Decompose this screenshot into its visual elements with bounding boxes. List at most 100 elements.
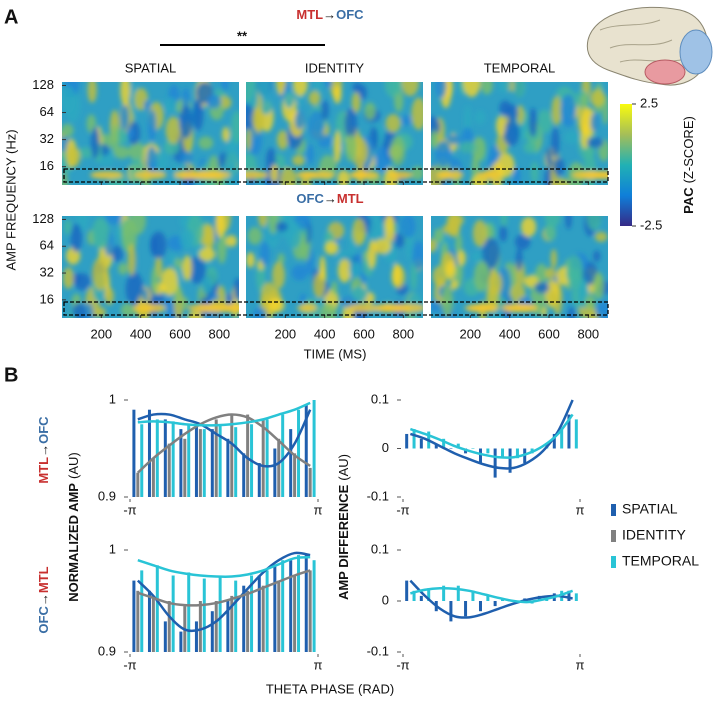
blob (147, 109, 157, 142)
blob (62, 267, 74, 289)
bar (183, 438, 187, 497)
x-tick-label: 400 (130, 326, 152, 341)
blob (198, 247, 216, 262)
bar (289, 560, 293, 652)
blob (482, 237, 500, 270)
blob (179, 105, 193, 139)
x-tick-label: -π (123, 657, 136, 672)
blob (222, 126, 230, 142)
bar (419, 438, 423, 449)
y-tick-label: 0.9 (98, 643, 116, 658)
y-tick-label: 64 (40, 104, 54, 119)
blob (337, 259, 352, 283)
bar (312, 560, 316, 652)
bar (501, 448, 505, 459)
bar (140, 570, 144, 652)
theta-band-blob (436, 171, 453, 179)
heatmap (246, 82, 423, 185)
heatmap-texture (62, 82, 239, 185)
blob (188, 255, 206, 284)
blob (129, 141, 145, 162)
blob (171, 161, 178, 185)
blob (110, 124, 120, 152)
bar (242, 585, 246, 652)
blob (367, 239, 377, 269)
direction-title: MTL→OFC (296, 7, 364, 22)
blob (275, 221, 288, 232)
blob (292, 82, 308, 97)
blob (294, 110, 305, 130)
arrow: → (324, 191, 337, 206)
bar (167, 443, 171, 497)
bar (281, 414, 285, 497)
bar (136, 472, 140, 497)
blob (472, 136, 486, 161)
x-axis-label: THETA PHASE (RAD) (266, 681, 394, 696)
bar (449, 601, 453, 622)
blob (66, 146, 81, 168)
legend-label: IDENTITY (622, 527, 686, 543)
blob (91, 217, 110, 250)
blob (276, 130, 289, 150)
blob (445, 260, 456, 281)
fit-curve (136, 413, 311, 474)
x-tick-label: 600 (353, 326, 375, 341)
bar (179, 429, 183, 497)
arrow: → (323, 7, 336, 22)
x-tick-label: 800 (392, 326, 414, 341)
blob (92, 257, 109, 291)
blob (203, 223, 215, 251)
blob (268, 216, 278, 235)
blob (225, 235, 238, 247)
blob (258, 216, 268, 228)
blob (497, 82, 511, 93)
blob (257, 82, 271, 99)
bar (464, 601, 468, 617)
blob (146, 145, 157, 174)
fit-curve (409, 413, 574, 459)
bar (261, 585, 265, 652)
bar (140, 424, 144, 497)
blob (513, 167, 521, 185)
y-tick-label: 0 (382, 592, 389, 607)
blob (317, 134, 332, 148)
bar (312, 400, 316, 497)
blob (226, 292, 233, 306)
bar (257, 463, 261, 497)
blob (221, 82, 229, 92)
x-tick-label: 600 (538, 326, 560, 341)
blob (383, 167, 399, 185)
bar (147, 409, 151, 497)
bar (155, 419, 159, 497)
theta-band-blob (246, 171, 269, 179)
x-tick-label: -π (396, 502, 409, 517)
blob (550, 249, 557, 269)
bar (265, 570, 269, 652)
blob (76, 147, 94, 159)
blob (593, 250, 601, 262)
blob (62, 85, 76, 114)
blob (308, 90, 321, 106)
theta-band-blob (387, 171, 413, 179)
blob (333, 130, 342, 163)
y-tick-label: 16 (40, 158, 54, 173)
y-tick-label: -0.1 (367, 488, 389, 503)
bar (242, 453, 246, 497)
bar (230, 414, 234, 497)
theta-band-blob (501, 304, 529, 312)
legend-swatch (611, 504, 616, 516)
blob (319, 255, 326, 280)
heatmap (431, 82, 608, 185)
region-from: OFC (296, 191, 324, 206)
legend-swatch (611, 530, 616, 542)
blob (319, 302, 338, 318)
bar (478, 448, 482, 464)
x-tick-label: -π (396, 657, 409, 672)
blob (411, 166, 423, 181)
bar (171, 421, 175, 497)
fit-curve (409, 579, 573, 619)
legend-label: TEMPORAL (622, 553, 699, 569)
blob (496, 115, 506, 137)
blob (246, 82, 255, 103)
bar (132, 580, 136, 652)
